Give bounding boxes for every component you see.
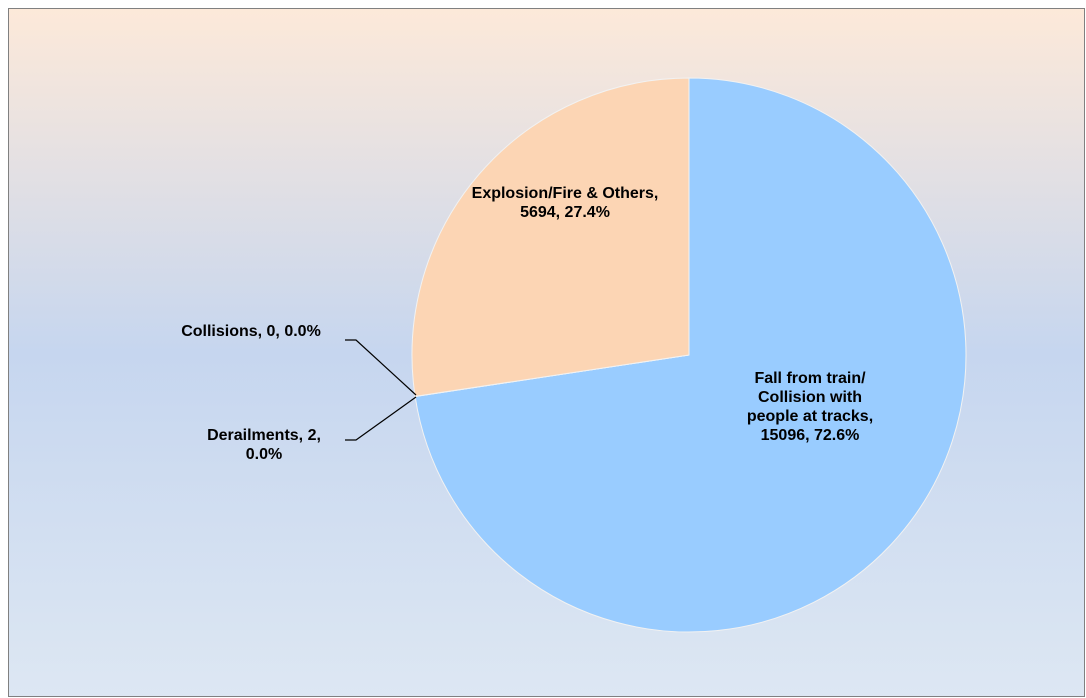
label-line: Collision with	[758, 389, 862, 406]
label-line: 0.0%	[246, 446, 282, 463]
label-line: Derailments, 2,	[207, 427, 321, 444]
leader-line	[345, 396, 417, 441]
pie-slice	[411, 77, 690, 397]
pie	[411, 77, 967, 633]
pie-slice	[414, 77, 967, 633]
data-label: Fall from train/Collision with people at …	[747, 370, 873, 444]
label-line: Collisions, 0, 0.0%	[181, 323, 321, 340]
data-labels: Fall from train/Collision with people at …	[181, 185, 873, 463]
label-line: Fall from train/	[754, 370, 866, 387]
data-label: Derailments, 2, 0.0%	[207, 427, 321, 463]
label-line: people at tracks,	[747, 408, 873, 425]
label-line: 15096, 72.6%	[761, 427, 860, 444]
data-label: Explosion/Fire & Others, 5694, 27.4%	[472, 185, 659, 221]
label-line: Explosion/Fire & Others,	[472, 185, 659, 202]
leader-line	[345, 339, 417, 396]
label-line: 5694, 27.4%	[520, 204, 610, 221]
data-label: Collisions, 0, 0.0%	[181, 323, 321, 340]
